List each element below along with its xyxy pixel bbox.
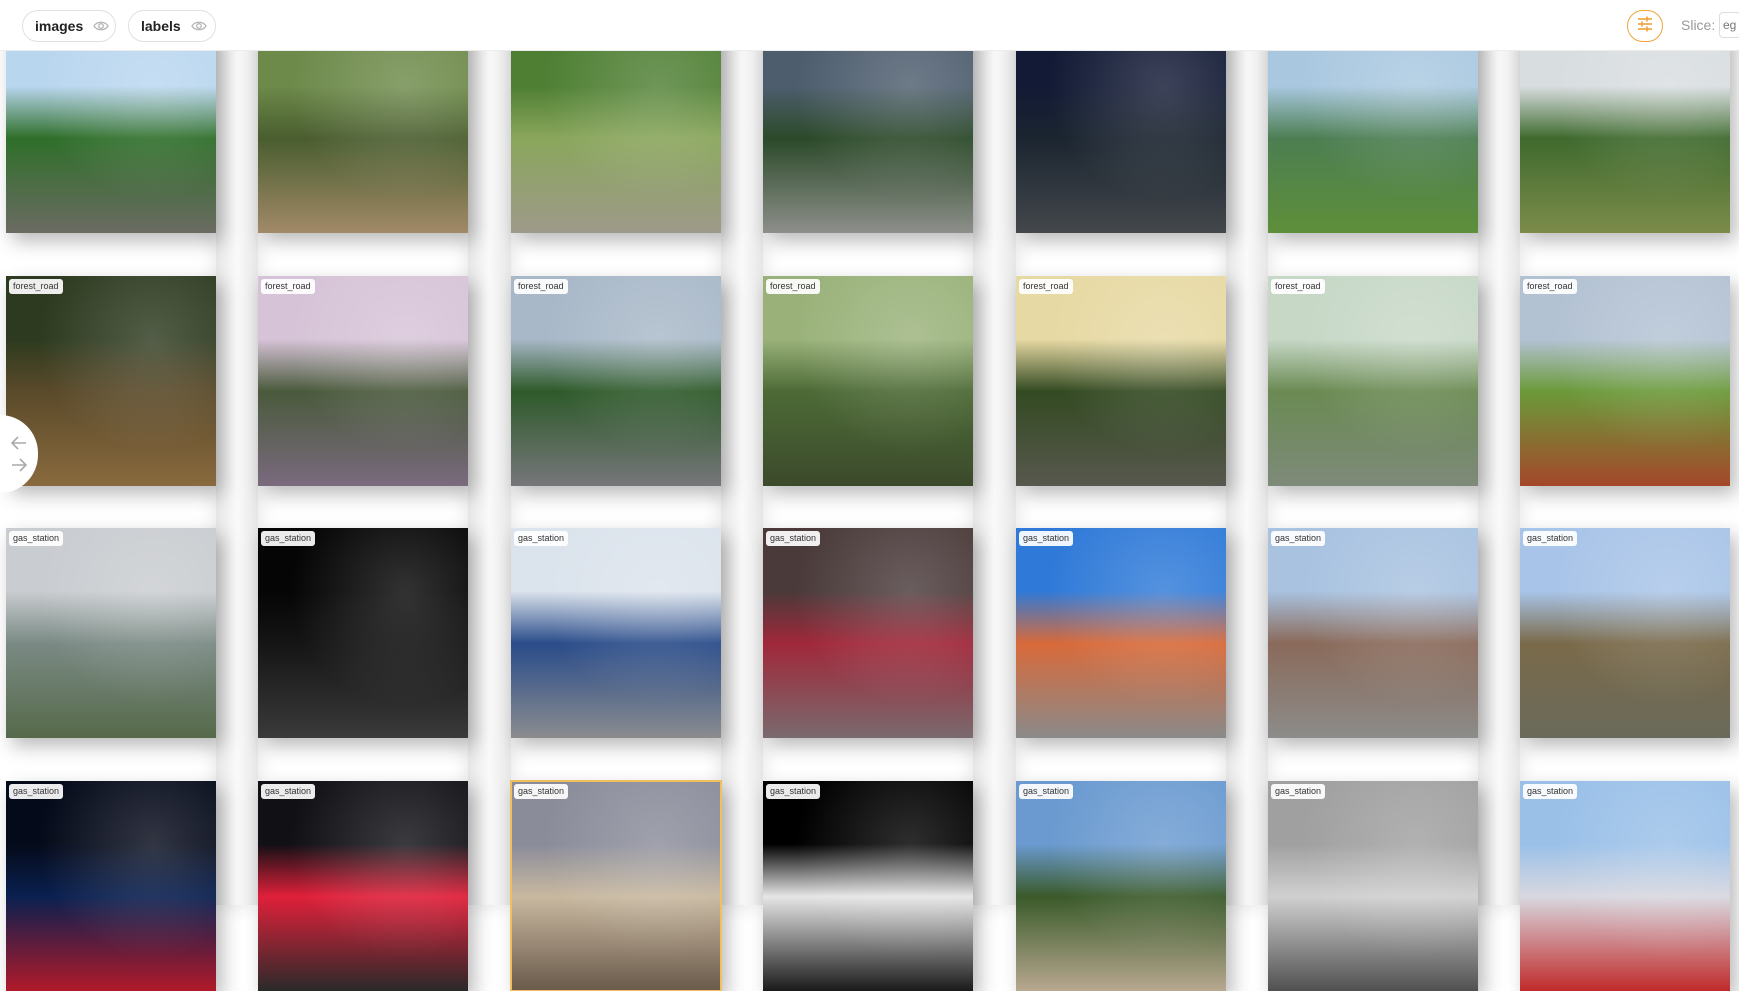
image-tile[interactable]: forest_road <box>1520 276 1730 486</box>
column-separator <box>973 0 1016 905</box>
sliders-icon <box>1636 16 1654 37</box>
image-label-tag: forest_road <box>1271 279 1325 294</box>
image-label-tag: gas_station <box>1523 531 1578 546</box>
slice-input[interactable] <box>1719 12 1739 38</box>
image-tile[interactable] <box>511 23 721 233</box>
image-tile[interactable] <box>1520 23 1730 233</box>
image-tile[interactable]: gas_station <box>1520 528 1730 738</box>
image-tile[interactable] <box>1268 23 1478 233</box>
image-label-tag: gas_station <box>261 784 316 799</box>
slice-label: Slice: <box>1681 17 1716 33</box>
image-tile[interactable]: forest_road <box>1016 276 1226 486</box>
image-label-tag: gas_station <box>9 531 64 546</box>
image-tile[interactable]: gas_station <box>763 528 973 738</box>
arrow-left-icon[interactable] <box>8 432 30 454</box>
image-label-tag: forest_road <box>514 279 568 294</box>
eye-icon[interactable] <box>93 20 110 32</box>
image-tile[interactable]: gas_station <box>1016 528 1226 738</box>
image-label-tag: gas_station <box>766 531 821 546</box>
column-separator <box>1226 0 1268 905</box>
eye-icon[interactable] <box>190 20 207 32</box>
image-tile[interactable]: gas_station <box>258 781 468 991</box>
image-label-tag: forest_road <box>766 279 820 294</box>
image-label-tag: forest_road <box>1019 279 1073 294</box>
images-chip-label: images <box>35 18 84 34</box>
arrow-right-icon[interactable] <box>8 454 30 476</box>
top-toolbar: images labels Slice: <box>0 0 1739 51</box>
column-separator <box>468 0 511 905</box>
image-label-tag: gas_station <box>1019 531 1074 546</box>
image-tile[interactable]: forest_road <box>258 276 468 486</box>
image-label-tag: gas_station <box>766 784 821 799</box>
image-tile[interactable]: gas_station <box>1268 528 1478 738</box>
image-label-tag: gas_station <box>1271 784 1326 799</box>
image-label-tag: gas_station <box>1019 784 1074 799</box>
image-tile[interactable] <box>258 23 468 233</box>
image-grid: forest_road forest_road forest_road forest_… <box>6 0 1730 991</box>
image-label-tag: gas_station <box>1271 531 1326 546</box>
labels-chip-label: labels <box>141 18 181 34</box>
image-tile[interactable]: forest_road <box>1268 276 1478 486</box>
image-label-tag: gas_station <box>261 531 316 546</box>
image-tile[interactable]: gas_station <box>511 528 721 738</box>
labels-toggle-chip[interactable]: labels <box>128 10 216 42</box>
image-label-tag: forest_road <box>9 279 63 294</box>
column-separator <box>721 0 763 905</box>
image-label-tag: gas_station <box>514 784 569 799</box>
images-toggle-chip[interactable]: images <box>22 10 116 42</box>
image-tile[interactable]: forest_road <box>763 276 973 486</box>
image-tile[interactable]: gas_station <box>258 528 468 738</box>
image-tile[interactable] <box>6 23 216 233</box>
column-separator <box>1478 0 1520 905</box>
image-label-tag: forest_road <box>1523 279 1577 294</box>
image-tile[interactable]: forest_road <box>511 276 721 486</box>
image-tile[interactable]: forest_road <box>6 276 216 486</box>
image-tile[interactable]: gas_station <box>1520 781 1730 991</box>
image-label-tag: gas_station <box>1523 784 1578 799</box>
display-options-button[interactable] <box>1627 10 1663 42</box>
image-label-tag: gas_station <box>9 784 64 799</box>
image-label-tag: forest_road <box>261 279 315 294</box>
image-tile[interactable] <box>763 23 973 233</box>
image-tile[interactable]: gas_station <box>6 781 216 991</box>
image-tile[interactable]: gas_station <box>6 528 216 738</box>
image-tile[interactable]: gas_station <box>510 780 722 991</box>
image-tile[interactable]: gas_station <box>1016 781 1226 991</box>
image-tile[interactable]: gas_station <box>763 781 973 991</box>
image-tile[interactable] <box>1016 23 1226 233</box>
image-label-tag: gas_station <box>514 531 569 546</box>
column-separator <box>216 0 258 905</box>
image-tile[interactable]: gas_station <box>1268 781 1478 991</box>
